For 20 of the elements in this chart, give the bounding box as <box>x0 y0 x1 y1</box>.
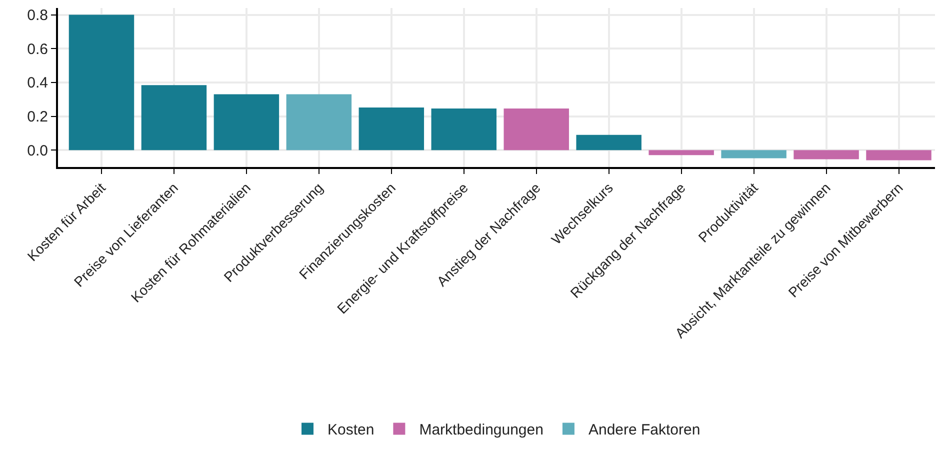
bar <box>68 14 134 150</box>
legend-label: Marktbedingungen <box>419 422 544 439</box>
y-tick-label: 0.4 <box>27 74 48 92</box>
bar <box>358 107 424 150</box>
bar <box>214 94 280 150</box>
bar <box>286 94 352 150</box>
bar <box>721 150 786 158</box>
bar <box>794 150 859 160</box>
legend-label: Andere Faktoren <box>588 422 700 439</box>
y-tick-label: 0.0 <box>27 142 48 160</box>
legend-label: Kosten <box>328 422 374 439</box>
bar <box>504 108 569 150</box>
bar <box>648 150 714 156</box>
bar <box>576 134 642 150</box>
y-tick-label: 0.6 <box>27 40 48 58</box>
bar <box>431 108 496 150</box>
y-tick-label: 0.2 <box>27 108 48 126</box>
y-tick-label: 0.8 <box>27 7 48 24</box>
bar <box>866 150 932 160</box>
bar <box>141 85 207 150</box>
